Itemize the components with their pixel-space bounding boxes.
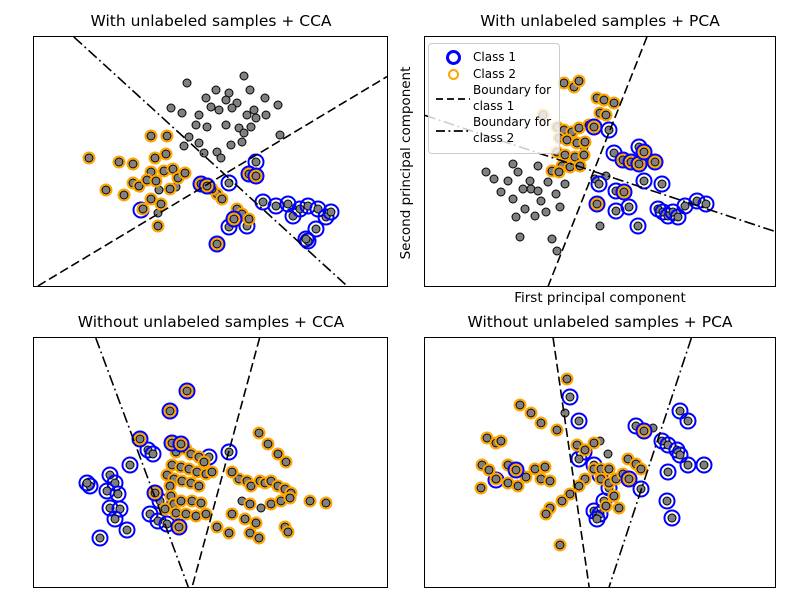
legend-item-class2: Class 2 (433, 67, 555, 83)
subplot1-title: With unlabeled samples + CCA (90, 12, 332, 30)
legend-item-boundary1: Boundary for class 1 (433, 83, 555, 114)
subplot-without-unlabeled-cca (33, 337, 388, 588)
y-axis-label: Second principal component (398, 66, 414, 260)
subplot-without-unlabeled-pca (424, 337, 776, 588)
legend-item-boundary2: Boundary for class 2 (433, 115, 555, 146)
subplot2-title: With unlabeled samples + PCA (480, 12, 720, 30)
dashed-line-icon (436, 97, 470, 100)
subplot3-title: Without unlabeled samples + CCA (77, 313, 345, 331)
legend-label-boundary1: Boundary for class 1 (473, 83, 552, 113)
legend-label-boundary2: Boundary for class 2 (473, 115, 552, 145)
x-axis-label: First principal component (514, 290, 686, 306)
class1-marker-icon (445, 50, 461, 66)
legend: Class 1 Class 2 Boundary for class 1 (428, 43, 560, 154)
legend-label-class1: Class 1 (473, 50, 517, 64)
class2-marker-icon (447, 68, 459, 80)
dashdot-line-icon (436, 130, 470, 132)
legend-item-class1: Class 1 (433, 50, 555, 66)
subplot-with-unlabeled-cca (33, 36, 388, 287)
legend-label-class2: Class 2 (473, 66, 517, 81)
subplot-with-unlabeled-pca: Class 1 Class 2 Boundary for class 1 (424, 36, 776, 287)
subplot4-title: Without unlabeled samples + PCA (467, 313, 733, 331)
